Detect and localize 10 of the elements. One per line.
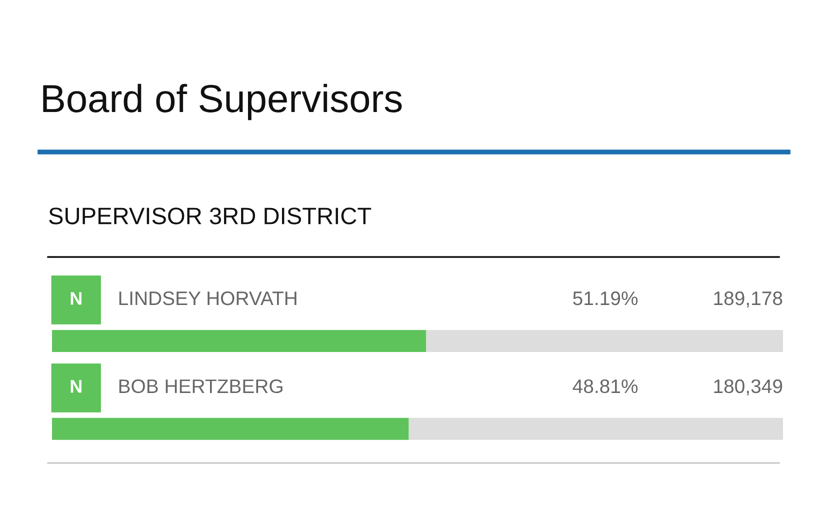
annotation: 189,178 <box>714 291 782 308</box>
annotation: 180,349 <box>714 379 782 396</box>
y-tick-label: LINDSEY HORVATH <box>119 291 296 306</box>
chart-title: Board of Supervisors <box>43 84 402 120</box>
chart-subtitle: SUPERVISOR 3RD DISTRICT <box>49 208 372 224</box>
y-tick-label: BOB HERTZBERG <box>119 379 282 394</box>
annotation: N <box>70 292 82 305</box>
annotation: 51.19% <box>573 291 638 306</box>
annotation: N <box>70 380 82 393</box>
annotation: 48.81% <box>572 379 638 394</box>
